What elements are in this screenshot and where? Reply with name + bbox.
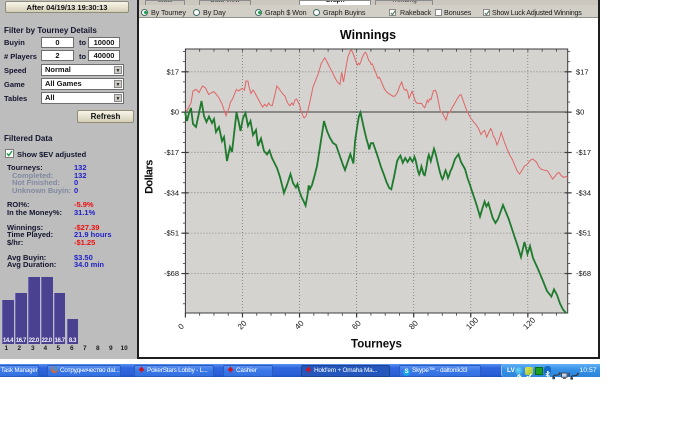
svg-text:60: 60 [350,318,363,331]
svg-text:$17: $17 [576,68,589,77]
svg-text:Winnings: Winnings [340,28,396,42]
svg-text:Tourneys: Tourneys [351,339,402,351]
svg-text:120: 120 [521,315,537,331]
svg-text:-$51: -$51 [164,229,179,238]
svg-text:0: 0 [176,322,186,332]
svg-text:-$17: -$17 [576,148,591,157]
svg-text:-$68: -$68 [576,269,591,278]
svg-text:-$34: -$34 [576,189,591,198]
svg-text:-$51: -$51 [576,229,591,238]
svg-text:80: 80 [407,318,420,331]
svg-text:-$68: -$68 [164,269,179,278]
svg-text:$0: $0 [576,108,584,117]
svg-text:100: 100 [464,315,480,331]
svg-text:Dollars: Dollars [144,160,156,194]
svg-text:-$17: -$17 [164,148,179,157]
svg-text:$17: $17 [166,68,179,77]
svg-text:40: 40 [293,318,306,331]
svg-text:20: 20 [236,318,249,331]
svg-text:-$34: -$34 [164,189,179,198]
svg-text:$0: $0 [171,108,179,117]
